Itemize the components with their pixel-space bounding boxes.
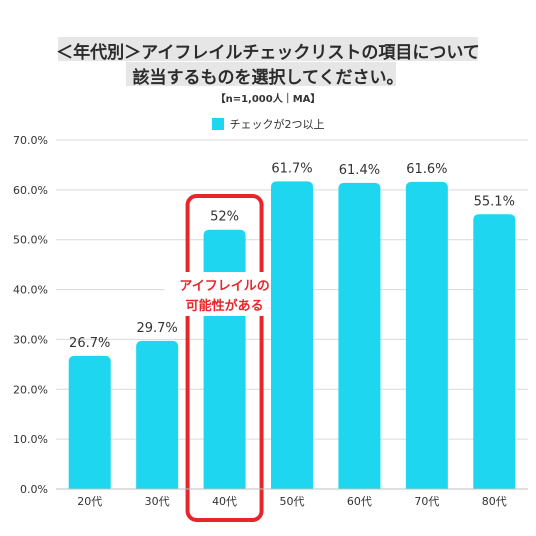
title-highlight-1 xyxy=(58,37,478,61)
annotation-background xyxy=(164,272,285,316)
legend-swatch xyxy=(211,118,224,130)
y-tick-label: 30.0% xyxy=(13,333,48,346)
data-label: 55.1% xyxy=(474,194,515,209)
annotation-text: 可能性がある xyxy=(186,298,264,314)
y-tick-label: 60.0% xyxy=(13,184,48,197)
highlight-frame xyxy=(185,194,264,522)
bar xyxy=(271,181,313,490)
title-highlight-2 xyxy=(126,62,396,86)
bar xyxy=(338,182,381,489)
sample-note: 【n=1,000人｜MA】 xyxy=(215,94,321,105)
bar xyxy=(405,181,448,489)
x-tick-label: 30代 xyxy=(145,495,170,508)
x-tick-label: 70代 xyxy=(414,495,439,508)
data-label: 52% xyxy=(210,210,239,225)
y-tick-label: 70.0% xyxy=(13,134,48,147)
y-tick-label: 10.0% xyxy=(13,433,48,446)
bar xyxy=(136,340,179,489)
x-tick-label: 80代 xyxy=(482,495,507,508)
legend-label: チェックが2つ以上 xyxy=(229,118,325,131)
data-label: 29.7% xyxy=(136,321,177,336)
y-tick-label: 0.0% xyxy=(20,483,48,496)
y-tick-label: 40.0% xyxy=(13,284,48,297)
data-label: 61.4% xyxy=(339,163,380,178)
data-label: 61.6% xyxy=(406,162,447,177)
chart-title-line-2: 該当するものを選択してください。 xyxy=(132,68,404,88)
chart-title-line-1: ＜年代別＞アイフレイルチェックリストの項目について xyxy=(56,43,480,63)
bar xyxy=(473,214,516,489)
x-tick-label: 60代 xyxy=(347,495,372,508)
bar xyxy=(68,355,111,489)
y-tick-label: 20.0% xyxy=(13,383,48,396)
legend: チェックが2つ以上 xyxy=(0,116,536,132)
x-tick-label: 40代 xyxy=(212,495,237,508)
bar xyxy=(203,229,246,489)
x-tick-label: 20代 xyxy=(77,495,102,508)
x-tick-label: 50代 xyxy=(280,495,305,508)
data-label: 26.7% xyxy=(69,336,110,351)
data-label: 61.7% xyxy=(271,161,312,176)
annotation-text: アイフレイルの xyxy=(179,279,269,294)
y-tick-label: 50.0% xyxy=(13,234,48,247)
